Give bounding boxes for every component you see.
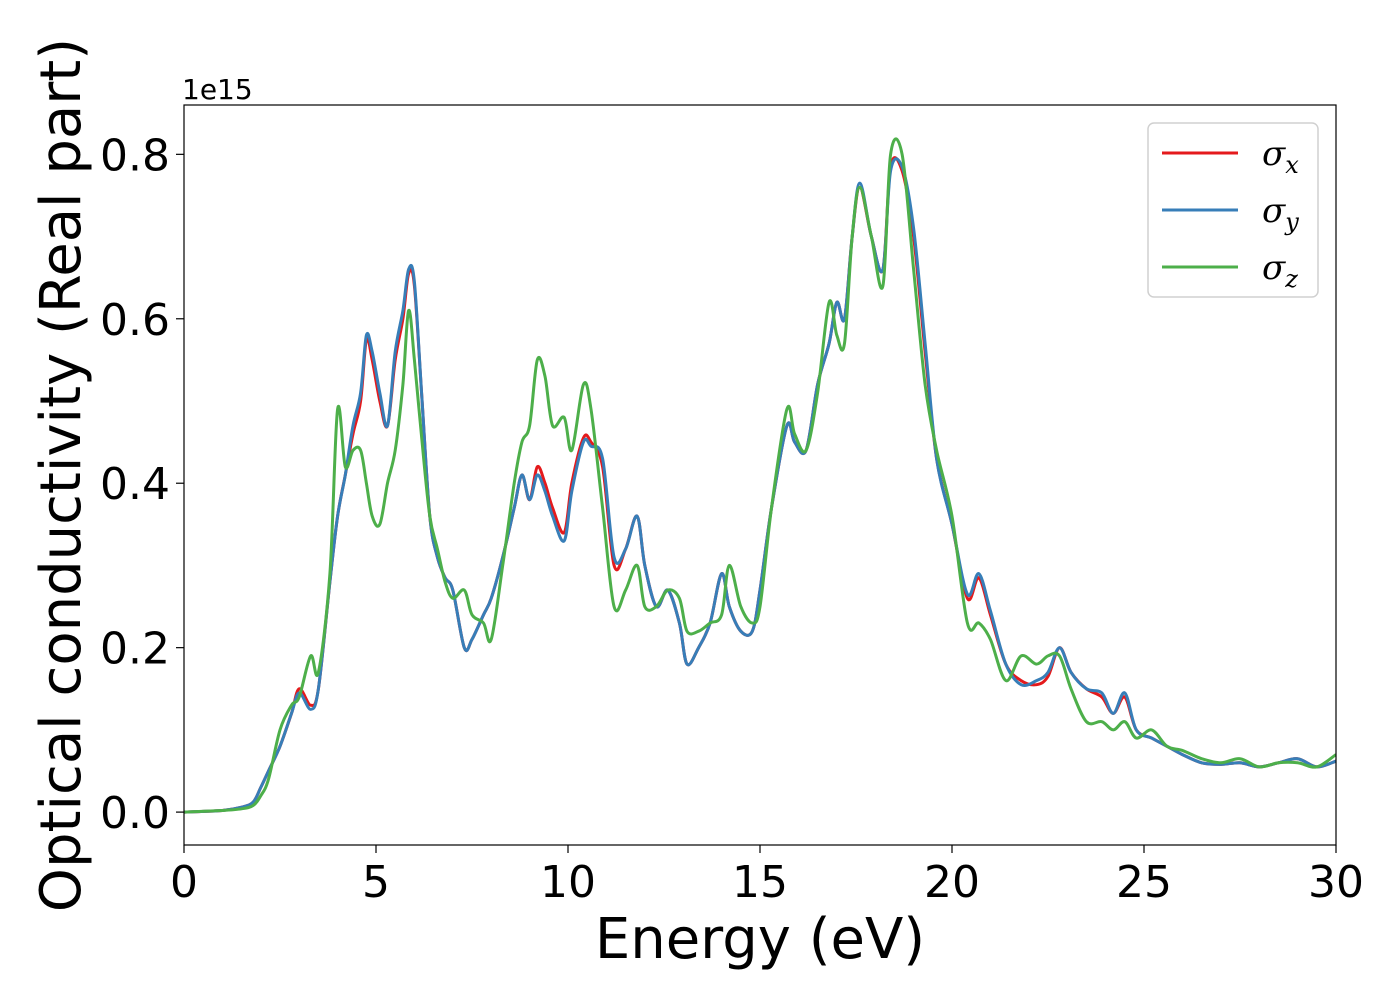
x-tick-label: 20	[924, 857, 980, 908]
legend-symbol: σ	[1262, 134, 1286, 174]
y-tick-label: 0.4	[100, 459, 170, 510]
plot-background	[184, 105, 1336, 845]
y-offset-label: 1e15	[182, 73, 253, 106]
y-tick-label: 0.6	[100, 295, 170, 346]
x-tick-label: 10	[540, 857, 596, 908]
y-tick-label: 0.0	[100, 788, 170, 839]
x-axis: 0 5 10 15 20 25 30	[170, 845, 1364, 908]
legend-subscript: x	[1285, 151, 1299, 179]
y-axis: 0.0 0.2 0.4 0.6 0.8	[100, 130, 184, 839]
y-axis-label: Optical conductivity (Real part)	[29, 38, 94, 912]
legend-label-z: σz	[1262, 248, 1298, 293]
legend-subscript: y	[1284, 208, 1299, 236]
x-tick-label: 30	[1308, 857, 1364, 908]
y-tick-label: 0.2	[100, 624, 170, 675]
legend-subscript: z	[1284, 265, 1298, 293]
legend-label-y: σy	[1262, 191, 1299, 236]
legend-symbol: σ	[1262, 248, 1286, 288]
series-layer	[184, 137, 1336, 814]
x-tick-label: 0	[170, 857, 198, 908]
series-line-z	[184, 137, 1336, 814]
series-line-y	[184, 157, 1336, 814]
x-axis-label: Energy (eV)	[595, 907, 925, 972]
x-tick-label: 5	[362, 857, 390, 908]
legend-symbol: σ	[1262, 191, 1286, 231]
x-tick-label: 25	[1116, 857, 1172, 908]
y-tick-label: 0.8	[100, 130, 170, 181]
legend-label-x: σx	[1262, 134, 1299, 179]
x-tick-label: 15	[732, 857, 788, 908]
